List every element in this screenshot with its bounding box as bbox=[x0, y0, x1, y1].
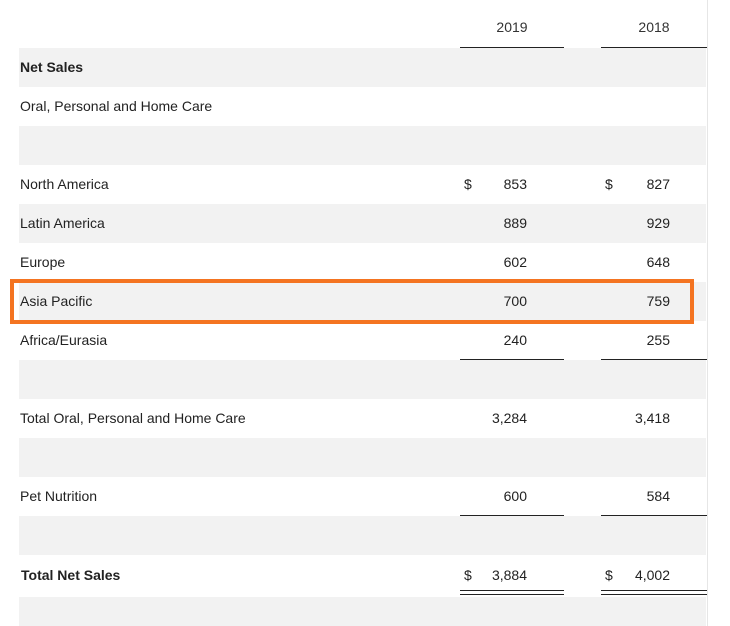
row-label: Oral, Personal and Home Care bbox=[20, 98, 213, 114]
table-row-spacer bbox=[19, 597, 706, 626]
cell-2019: 240 bbox=[460, 321, 564, 360]
subtotal-rule bbox=[460, 515, 564, 516]
table-row-net-sales-header: Net Sales bbox=[19, 48, 706, 87]
cell-2019: 600 bbox=[460, 477, 564, 516]
row-label: Pet Nutrition bbox=[20, 488, 98, 504]
cell-2019: 602 bbox=[460, 243, 564, 282]
currency-symbol: $ bbox=[605, 567, 613, 583]
table-row-total-net-sales: Total Net Sales $ 3,884 $ 4,002 bbox=[19, 556, 707, 595]
value-2019: 889 bbox=[503, 215, 527, 231]
table-row-spacer bbox=[19, 360, 706, 399]
cell-2019: $ 853 bbox=[460, 165, 564, 204]
cell-2018: 759 bbox=[601, 282, 707, 321]
total-double-rule bbox=[601, 590, 707, 595]
table-row-asia-pacific: Asia Pacific 700 759 bbox=[19, 282, 706, 321]
value-2019: 602 bbox=[503, 254, 527, 270]
value-2019: 853 bbox=[503, 176, 527, 192]
cell-2018: 648 bbox=[601, 243, 707, 282]
table-row-spacer bbox=[19, 126, 706, 165]
value-2018: 759 bbox=[646, 293, 670, 309]
row-label: Latin America bbox=[20, 215, 105, 231]
highlight-box bbox=[10, 279, 694, 324]
table-row-total-ophc: Total Oral, Personal and Home Care 3,284… bbox=[19, 399, 706, 438]
row-label: North America bbox=[20, 176, 109, 192]
table-row-spacer bbox=[19, 438, 706, 477]
table-row-north-america: North America $ 853 $ 827 bbox=[19, 165, 706, 204]
cell-2018: 3,418 bbox=[601, 399, 707, 438]
cell-2018: $ 4,002 bbox=[601, 556, 707, 595]
table-row-spacer bbox=[19, 516, 706, 555]
header-rule bbox=[601, 47, 707, 48]
value-2019: 600 bbox=[503, 488, 527, 504]
currency-symbol: $ bbox=[605, 176, 613, 192]
column-header-2018-label: 2018 bbox=[638, 19, 670, 35]
value-2018: 929 bbox=[646, 215, 670, 231]
value-2018: 3,418 bbox=[634, 410, 670, 426]
header-rule bbox=[460, 47, 564, 48]
value-2018: 584 bbox=[646, 488, 670, 504]
cell-2019: 889 bbox=[460, 204, 564, 243]
cell-2018: $ 827 bbox=[601, 165, 707, 204]
value-2018: 4,002 bbox=[634, 567, 670, 583]
cell-2018: 929 bbox=[601, 204, 707, 243]
column-header-2019: 2019 bbox=[460, 8, 564, 48]
value-2019: 3,284 bbox=[491, 410, 527, 426]
table-row-latin-america: Latin America 889 929 bbox=[19, 204, 706, 243]
row-label: Africa/Eurasia bbox=[20, 332, 108, 348]
table-row-segment-header: Oral, Personal and Home Care bbox=[19, 87, 706, 126]
subtotal-rule bbox=[460, 359, 564, 360]
column-header-2019-label: 2019 bbox=[496, 19, 528, 35]
row-label: Net Sales bbox=[20, 59, 84, 75]
net-sales-table: 2019 2018 Net Sales Oral, Personal and H… bbox=[19, 0, 708, 626]
row-label: Total Net Sales bbox=[21, 567, 121, 583]
subtotal-rule bbox=[601, 515, 707, 516]
cell-2018: 255 bbox=[601, 321, 707, 360]
row-label: Total Oral, Personal and Home Care bbox=[20, 410, 246, 426]
value-2018: 255 bbox=[646, 332, 670, 348]
value-2019: 3,884 bbox=[491, 567, 527, 583]
cell-2019: 700 bbox=[460, 282, 564, 321]
currency-symbol: $ bbox=[464, 567, 472, 583]
cell-2018: 584 bbox=[601, 477, 707, 516]
row-label: Europe bbox=[20, 254, 66, 270]
column-header-2018: 2018 bbox=[601, 8, 707, 48]
table-row-europe: Europe 602 648 bbox=[19, 243, 706, 282]
value-2019: 240 bbox=[503, 332, 527, 348]
total-double-rule bbox=[460, 590, 564, 595]
row-label: Asia Pacific bbox=[20, 293, 93, 309]
value-2019: 700 bbox=[503, 293, 527, 309]
subtotal-rule bbox=[601, 359, 707, 360]
value-2018: 827 bbox=[646, 176, 670, 192]
cell-2019: $ 3,884 bbox=[460, 556, 564, 595]
value-2018: 648 bbox=[646, 254, 670, 270]
table-row-pet-nutrition: Pet Nutrition 600 584 bbox=[19, 477, 707, 516]
currency-symbol: $ bbox=[464, 176, 472, 192]
table-row-africa-eurasia: Africa/Eurasia 240 255 bbox=[19, 321, 707, 360]
cell-2019: 3,284 bbox=[460, 399, 564, 438]
